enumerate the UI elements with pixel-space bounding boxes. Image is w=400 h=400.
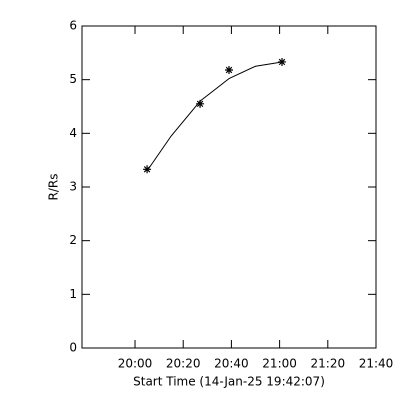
y-tick-label: 0: [69, 341, 77, 355]
x-tick-label: 20:40: [214, 357, 249, 371]
x-tick-label: 20:00: [118, 357, 153, 371]
x-axis-label: Start Time (14-Jan-25 19:42:07): [133, 375, 325, 389]
y-tick-label: 3: [69, 180, 77, 194]
y-tick-label: 4: [69, 126, 77, 140]
fit-line: [146, 61, 283, 172]
y-axis-label: R/Rs: [47, 174, 61, 201]
y-tick-label: 5: [69, 72, 77, 86]
data-point: [143, 165, 152, 174]
x-tick-label: 21:20: [311, 357, 346, 371]
data-point: [196, 99, 205, 108]
y-tick-label: 2: [69, 233, 77, 247]
x-tick-label: 21:40: [359, 357, 394, 371]
x-tick-label: 20:20: [166, 357, 201, 371]
x-tick-label: 21:00: [262, 357, 297, 371]
y-tick-label: 1: [69, 287, 77, 301]
data-point: [225, 66, 233, 75]
y-tick-label: 6: [69, 19, 77, 33]
